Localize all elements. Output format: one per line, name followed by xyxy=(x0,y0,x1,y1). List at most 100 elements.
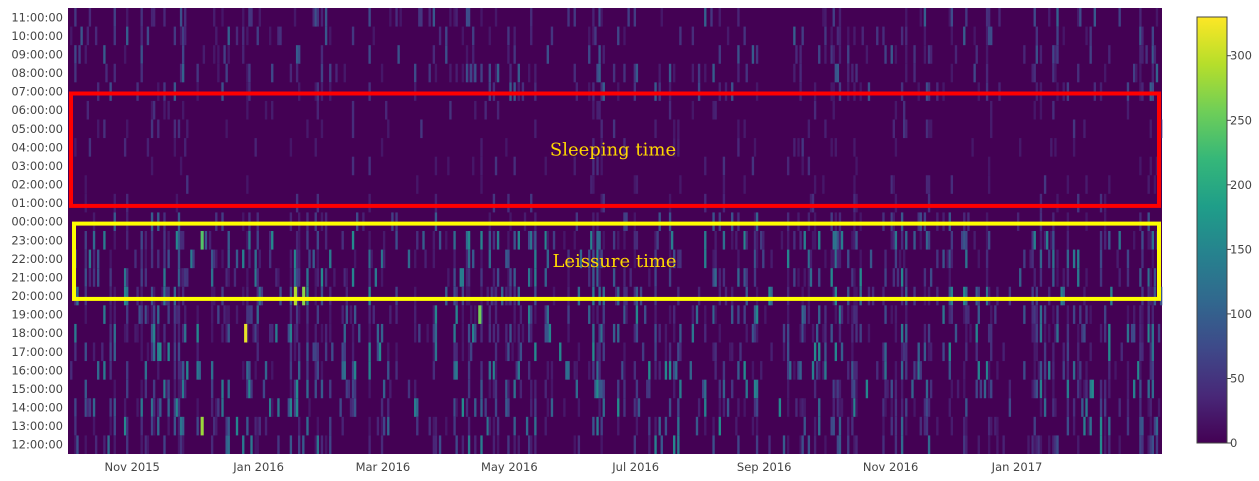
heatmap-cell xyxy=(418,8,421,27)
heatmap-cell xyxy=(1033,323,1036,343)
heatmap-cell xyxy=(809,193,813,213)
heatmap-cell xyxy=(271,398,274,417)
heatmap-cell xyxy=(254,268,257,287)
heatmap-cell xyxy=(853,361,856,380)
heatmap-cell xyxy=(971,138,974,157)
heatmap-cell xyxy=(264,100,268,120)
heatmap-cell xyxy=(594,379,597,399)
heatmap-cell xyxy=(664,342,668,362)
heatmap-cell xyxy=(1062,268,1065,287)
heatmap-cell xyxy=(786,268,790,287)
heatmap-cell xyxy=(1099,323,1103,343)
heatmap-cell xyxy=(527,63,531,83)
heatmap-cell xyxy=(1099,231,1103,250)
heatmap-cell xyxy=(181,268,185,287)
heatmap-cell xyxy=(76,286,79,306)
heatmap-cell xyxy=(929,268,933,287)
heatmap-cell xyxy=(1118,231,1121,250)
heatmap-cell xyxy=(455,361,458,380)
heatmap-cell xyxy=(1045,231,1049,250)
heatmap-cell xyxy=(1149,416,1152,436)
heatmap-cell xyxy=(714,361,717,380)
heatmap-cell xyxy=(1083,323,1086,343)
heatmap-cell xyxy=(1085,305,1088,324)
heatmap-cell xyxy=(414,379,417,399)
heatmap-cell xyxy=(320,323,324,343)
heatmap-cell xyxy=(432,416,436,436)
heatmap-cell xyxy=(1139,435,1142,454)
heatmap-cell xyxy=(755,249,759,269)
heatmap-cell xyxy=(1048,435,1051,454)
heatmap-cell xyxy=(179,63,183,83)
heatmap-cell xyxy=(181,379,185,399)
heatmap-cell xyxy=(97,268,100,287)
heatmap-cell xyxy=(306,268,309,287)
heatmap-cell xyxy=(1039,323,1043,343)
heatmap-cell xyxy=(963,286,966,306)
heatmap-cell xyxy=(990,119,993,139)
heatmap-cell xyxy=(697,286,701,306)
heatmap-cell xyxy=(985,45,989,64)
heatmap-cell xyxy=(1043,398,1047,417)
heatmap-cell xyxy=(308,398,311,417)
heatmap-cell xyxy=(173,305,177,324)
heatmap-cell xyxy=(84,286,87,306)
heatmap-cell xyxy=(894,361,898,380)
heatmap-cell xyxy=(480,156,483,176)
heatmap-cell xyxy=(925,119,929,139)
heatmap-cell xyxy=(109,323,112,343)
heatmap-cell xyxy=(737,249,740,269)
heatmap-cell xyxy=(855,398,858,417)
heatmap-cell xyxy=(898,249,902,269)
heatmap-cell xyxy=(513,268,516,287)
heatmap-cell xyxy=(855,193,858,213)
heatmap-cell xyxy=(94,26,98,46)
heatmap-cell xyxy=(1147,435,1150,454)
heatmap-cell xyxy=(1052,305,1055,324)
heatmap-cell xyxy=(1118,398,1121,417)
heatmap-cell xyxy=(851,268,854,287)
heatmap-cell xyxy=(712,435,715,454)
heatmap-cell xyxy=(1147,175,1150,194)
heatmap-cell xyxy=(818,398,821,417)
heatmap-cell xyxy=(103,361,106,380)
heatmap-cell xyxy=(227,379,230,399)
heatmap-cell xyxy=(853,398,856,417)
heatmap-cell xyxy=(1157,398,1161,417)
heatmap-cell xyxy=(109,416,112,436)
heatmap-cell xyxy=(718,8,721,27)
heatmap-cell xyxy=(712,63,715,83)
heatmap-cell xyxy=(293,342,297,362)
heatmap-cell xyxy=(803,305,806,324)
heatmap-cell xyxy=(592,361,595,380)
heatmap-cell xyxy=(1043,379,1047,399)
heatmap-cell xyxy=(438,231,442,250)
heatmap-cell xyxy=(544,268,547,287)
heatmap-cell xyxy=(461,63,465,83)
heatmap-cell xyxy=(395,286,398,306)
heatmap-cell xyxy=(196,398,199,417)
heatmap-cell xyxy=(654,323,657,343)
heatmap-cell xyxy=(710,8,713,27)
heatmap-cell xyxy=(963,379,966,399)
heatmap-cell xyxy=(753,231,757,250)
heatmap-cell xyxy=(1099,193,1103,213)
heatmap-cell xyxy=(948,342,951,362)
heatmap-cell xyxy=(196,63,199,83)
heatmap-cell xyxy=(414,323,417,343)
heatmap-cell xyxy=(380,435,384,454)
heatmap-cell xyxy=(126,8,129,27)
heatmap-cell xyxy=(596,361,599,380)
heatmap-cell xyxy=(316,416,320,436)
heatmap-cell xyxy=(764,305,767,324)
heatmap-cell xyxy=(936,286,939,306)
heatmap-cell xyxy=(818,45,821,64)
heatmap-cell xyxy=(673,435,676,454)
heatmap-cell xyxy=(177,286,181,306)
heatmap-cell xyxy=(225,268,228,287)
heatmap-cell xyxy=(801,435,804,454)
heatmap-cell xyxy=(712,249,715,269)
heatmap-cell xyxy=(103,119,106,139)
heatmap-cell xyxy=(985,8,989,27)
heatmap-cell xyxy=(884,379,887,399)
